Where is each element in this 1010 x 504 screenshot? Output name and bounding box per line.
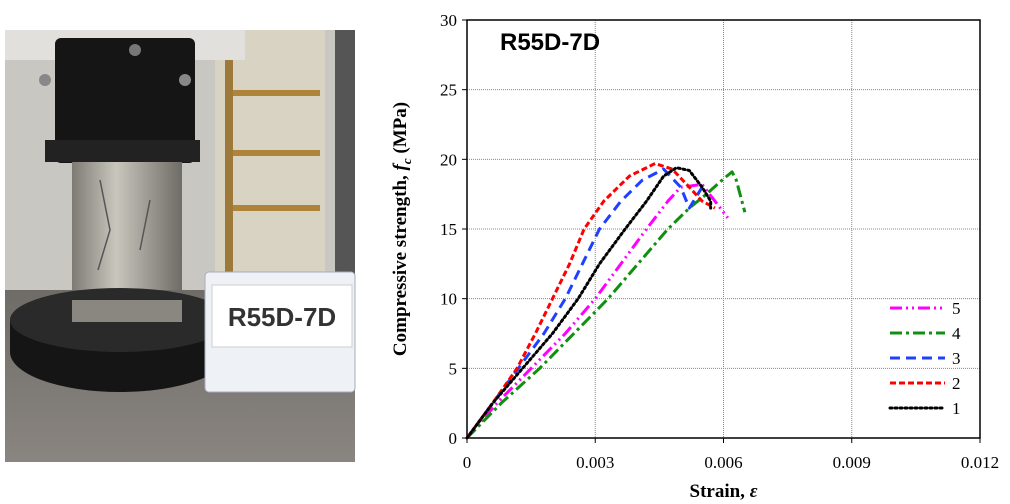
legend-label: 1 — [952, 399, 961, 418]
x-tick-label: 0.012 — [961, 453, 999, 472]
y-axis-label: Compressive strength, fc (MPa) — [390, 102, 414, 356]
x-tick-label: 0.003 — [576, 453, 614, 472]
y-label-subscript: c — [399, 158, 414, 164]
y-tick-label: 0 — [449, 429, 458, 448]
y-tick-label: 30 — [440, 11, 457, 30]
x-tick-label: 0 — [463, 453, 472, 472]
legend-label: 3 — [952, 349, 961, 368]
y-label-symbol: f — [390, 162, 411, 170]
y-label-unit: (MPa) — [390, 102, 411, 158]
x-axis-label: Strain, ε — [690, 481, 758, 502]
y-tick-label: 5 — [449, 359, 458, 378]
plot-frame — [466, 19, 981, 439]
data-line — [465, 167, 704, 439]
sign-text: R55D-7D — [228, 302, 336, 332]
y-tick-label: 15 — [440, 220, 457, 239]
chart-title: R55D-7D — [500, 29, 600, 56]
legend-label: 2 — [952, 374, 961, 393]
data-line — [465, 166, 713, 440]
y-tick-label: 20 — [440, 150, 457, 169]
x-tick-label: 0.009 — [833, 453, 871, 472]
x-label-symbol: ε — [750, 481, 758, 502]
x-label-text: Strain, — [690, 481, 750, 502]
data-line — [465, 170, 747, 440]
legend-label: 5 — [952, 299, 961, 318]
y-tick-label: 10 — [440, 290, 457, 309]
y-tick-label: 25 — [440, 81, 457, 100]
y-label-text: Compressive strength, — [390, 170, 411, 356]
legend-label: 4 — [952, 324, 961, 343]
data-line — [465, 162, 716, 439]
data-line — [465, 182, 729, 439]
photo: R55D-7D — [5, 30, 356, 462]
x-tick-label: 0.006 — [704, 453, 742, 472]
